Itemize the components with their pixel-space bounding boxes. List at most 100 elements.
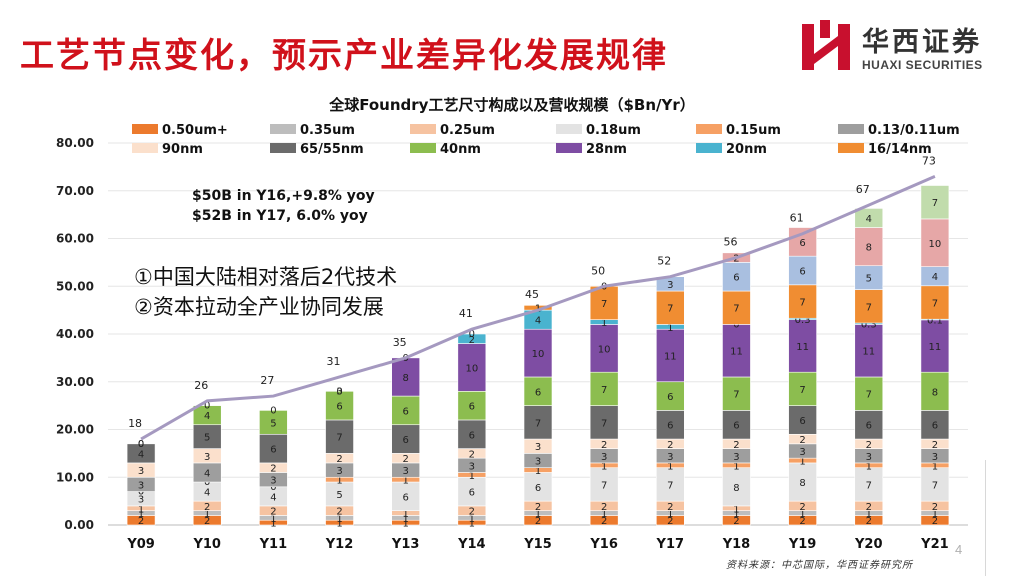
segment-label: 0 (469, 329, 475, 340)
segment-label: 7 (866, 480, 872, 491)
segment-label: 2 (667, 516, 673, 527)
legend-swatch (132, 124, 158, 134)
legend-label: 28nm (586, 142, 627, 157)
segment-label: 1 (469, 519, 475, 530)
segment-label: 0 (733, 319, 739, 330)
segment-label: 0 (138, 487, 144, 498)
bar-segment (523, 328, 553, 378)
y-tick-label: 30.00 (56, 375, 94, 389)
bar-segment (259, 433, 288, 464)
logo-english-text: HUAXI SECURITIES (862, 58, 983, 72)
bar-segment (523, 376, 553, 406)
segment-label: 6 (799, 416, 805, 427)
x-tick-label: Y17 (656, 537, 685, 552)
segment-label: 1 (667, 509, 673, 520)
segment-label: 8 (403, 373, 409, 384)
total-revenue-line (140, 175, 936, 441)
segment-label: 1 (601, 509, 607, 520)
segment-label: 10 (929, 239, 942, 250)
segment-label: 6 (403, 435, 409, 446)
bar-segment (656, 290, 685, 325)
bar-segment (722, 410, 751, 440)
segment-label: 1 (866, 461, 872, 472)
y-tick-label: 10.00 (56, 470, 94, 484)
segment-label: 1 (138, 509, 144, 520)
segment-label: 7 (535, 418, 541, 429)
segment-label: 8 (733, 483, 739, 494)
legend-label: 0.13/0.11um (868, 123, 960, 138)
segment-label: 1 (138, 504, 144, 515)
legend-swatch (556, 124, 582, 134)
segment-label: 1 (667, 323, 673, 334)
segment-label: 10 (532, 349, 545, 360)
segment-label: 7 (601, 385, 607, 396)
segment-label: 2 (667, 440, 673, 451)
segment-label: 6 (733, 421, 739, 432)
segment-label: 11 (730, 347, 743, 358)
segment-label: 3 (138, 480, 144, 491)
total-value-label: 73 (922, 154, 936, 167)
segment-label: 10 (598, 344, 611, 355)
segment-label: 1 (204, 509, 210, 520)
x-tick-label: Y16 (589, 537, 618, 552)
segment-label: 0 (138, 439, 144, 450)
segment-label: 3 (270, 476, 276, 487)
bar-segment (788, 284, 817, 319)
right-divider (985, 460, 986, 576)
segment-label: 7 (799, 298, 805, 309)
bar-segment (656, 467, 685, 502)
segment-label: 2 (799, 435, 805, 446)
segment-label: 7 (601, 418, 607, 429)
segment-label: 2 (601, 516, 607, 527)
x-tick-label: Y20 (854, 537, 883, 552)
segment-label: 0 (270, 405, 276, 416)
segment-label: 4 (932, 272, 938, 283)
segment-label: 2 (204, 516, 210, 527)
segment-label: 7 (866, 302, 872, 313)
total-value-label: 26 (194, 379, 208, 392)
legend-swatch (696, 124, 722, 134)
logo-top (820, 20, 830, 38)
bar-segment (854, 324, 884, 378)
segment-label: 4 (535, 316, 541, 327)
bar-segment (656, 381, 685, 411)
segment-label: 10 (465, 363, 478, 374)
x-tick-label: Y12 (325, 537, 354, 552)
total-value-label: 61 (790, 212, 804, 225)
segment-label: 3 (799, 447, 805, 458)
legend-swatch (696, 143, 722, 153)
bar-segment (854, 208, 884, 228)
legend-label: 0.15um (726, 123, 781, 138)
bar-segment (457, 333, 487, 344)
bar-segment (391, 481, 420, 511)
annotation-point-2: ②资本拉动全产业协同发展 (134, 295, 384, 319)
bar-segment (854, 376, 884, 411)
segment-label: 3 (138, 466, 144, 477)
segment-label: 2 (799, 516, 805, 527)
segment-label: 3 (866, 452, 872, 463)
segment-label: 0.1 (927, 315, 943, 326)
segment-label: 2 (866, 502, 872, 513)
y-tick-label: 20.00 (56, 423, 94, 437)
y-tick-label: 40.00 (56, 327, 94, 341)
segment-label: 7 (866, 390, 872, 401)
segment-label: 3 (601, 452, 607, 463)
segment-label: 2 (336, 454, 342, 465)
segment-label: 2 (932, 516, 938, 527)
segment-label: 1 (866, 509, 872, 520)
bar-segment (920, 285, 950, 320)
bar-segment (920, 218, 950, 267)
segment-label: 2 (601, 502, 607, 513)
bar-segment (854, 410, 884, 440)
logo-chinese-text: 华西证券 (862, 27, 982, 58)
legend-swatch (838, 124, 864, 134)
segment-label: 3 (138, 495, 144, 506)
segment-label: 1 (469, 514, 475, 525)
segment-label: 8 (932, 387, 938, 398)
bar-segment (589, 324, 619, 373)
segment-label: 2 (469, 507, 475, 518)
bar-segment (788, 319, 817, 373)
segment-label: 6 (799, 266, 805, 277)
segment-label: 4 (270, 492, 276, 503)
